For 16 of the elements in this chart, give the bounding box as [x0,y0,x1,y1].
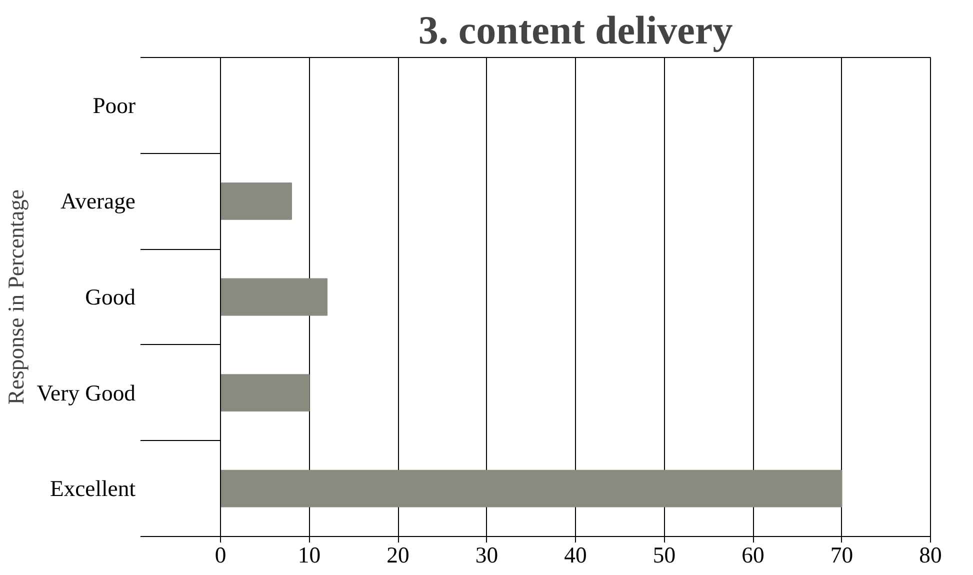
x-tick-label: 10 [298,542,321,568]
y-tick-label: Poor [92,92,136,118]
y-axis-title: Response in Percentage [4,189,29,405]
x-tick-label: 50 [652,542,676,568]
x-tick-label: 0 [214,542,226,568]
y-tick-label: Good [85,284,136,310]
x-tick-label: 30 [475,542,498,568]
x-tick-label: 80 [919,542,942,568]
x-tick-label: 40 [564,542,587,568]
chart-title: 3. content delivery [418,8,733,52]
y-tick-label: Excellent [50,476,136,502]
x-tick-label: 20 [386,542,410,568]
x-tick-label: 70 [830,542,854,568]
x-tick-label: 60 [742,542,764,568]
y-tick-label: Average [60,188,136,214]
y-tick-label: Very Good [36,380,136,406]
